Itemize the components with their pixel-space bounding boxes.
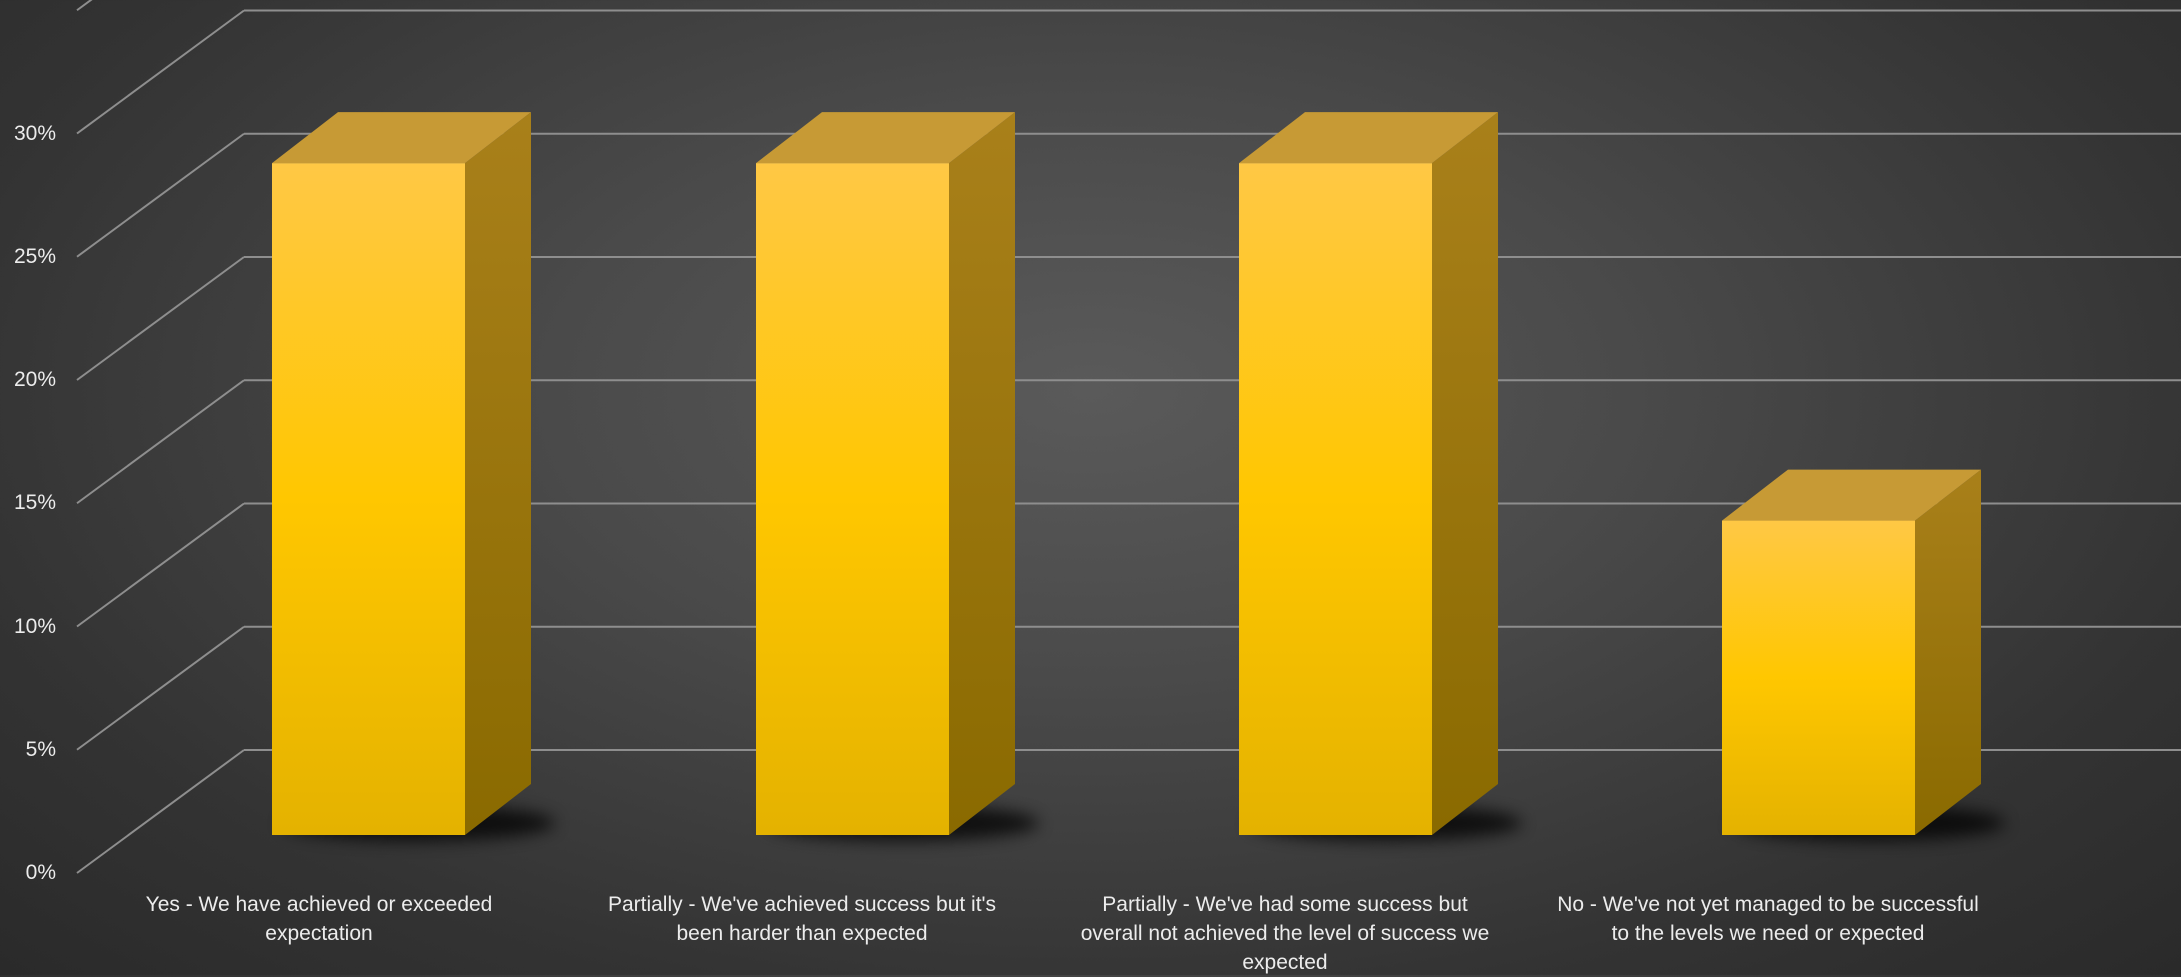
bar-side-face [1432,112,1498,835]
bar-top-face [272,112,531,164]
bar [272,112,555,841]
y-tick-label: 10% [13,614,56,638]
gridline-diagonal [76,0,93,12]
bar-side-face [465,112,531,835]
x-category-label: Partially - We've had some success but o… [1080,893,1490,974]
gridline-diagonal [76,502,245,628]
bar-front-face [756,163,949,835]
y-tick-label: 15% [13,491,56,515]
gridline-diagonal [76,9,245,135]
bar-side-face [949,112,1015,835]
gridline-diagonal [76,749,245,874]
gridline-diagonal [76,625,245,751]
bar [756,112,1039,841]
bar-side-face [1915,469,1981,835]
gridline-diagonal [76,379,245,505]
x-category-label: No - We've not yet managed to be success… [1557,893,1979,945]
y-tick-label: 5% [25,737,56,761]
y-tick-label: 0% [25,861,56,884]
x-category-label: Yes - We have achieved or exceeded expec… [145,893,493,945]
bar-front-face [272,163,465,835]
bar [1239,112,1522,841]
y-tick-label: 30% [13,121,56,145]
y-tick-label: 25% [13,244,56,268]
x-category-label: Partially - We've achieved success but i… [607,893,997,945]
gridline-diagonal [76,132,245,258]
y-tick-label: 20% [13,368,56,391]
bar [1722,469,2005,841]
bar-top-face [756,112,1015,164]
bar-top-face [1239,112,1498,164]
gridline-diagonal [76,256,245,381]
bar-front-face [1722,520,1915,835]
bar-top-face [1722,469,1981,521]
bar-front-face [1239,163,1432,835]
